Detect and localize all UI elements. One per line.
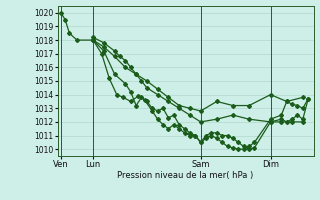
X-axis label: Pression niveau de la mer( hPa ): Pression niveau de la mer( hPa ) (117, 171, 254, 180)
